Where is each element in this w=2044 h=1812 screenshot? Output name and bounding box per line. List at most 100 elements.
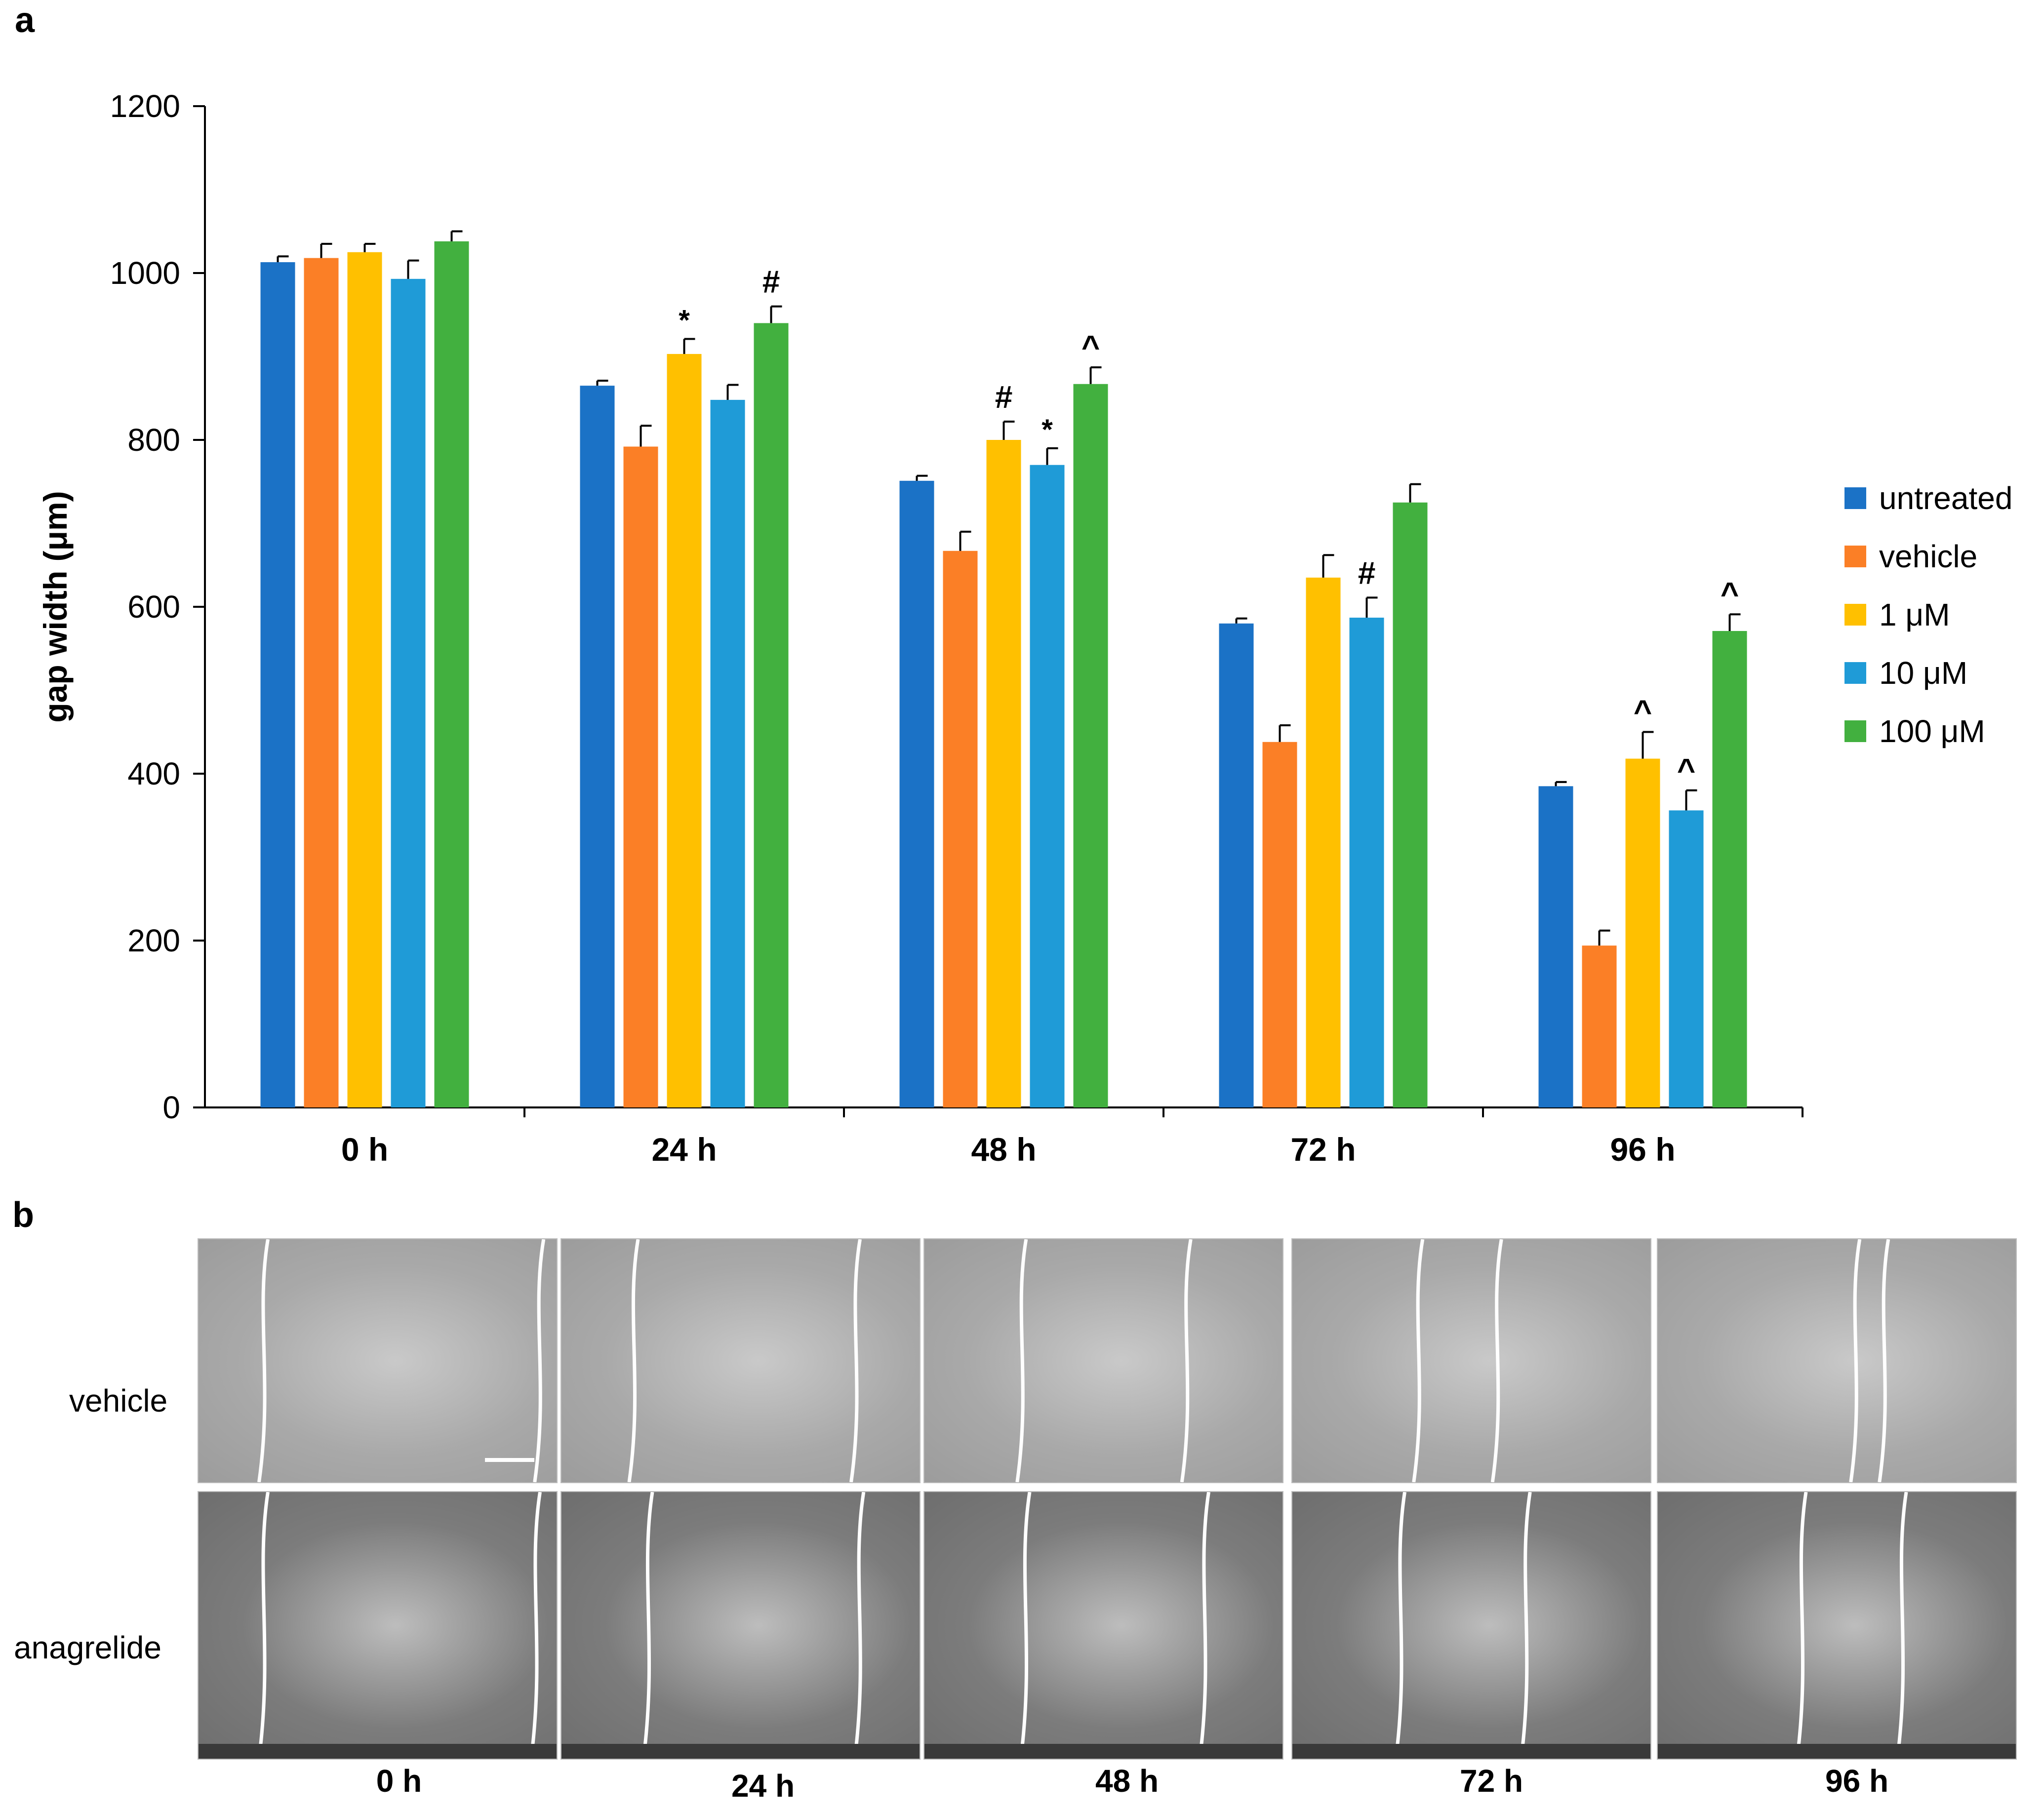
wound-edge — [1015, 1239, 1028, 1482]
wound-edge — [1180, 1239, 1193, 1482]
x-tick-label: 24 h — [651, 1131, 717, 1168]
x-tick-label: 0 h — [341, 1131, 388, 1168]
micrograph-anagrelide-1 — [561, 1491, 921, 1760]
y-tick-label: 800 — [127, 422, 180, 458]
wound-edge — [853, 1492, 866, 1759]
significance-mark: * — [679, 305, 690, 337]
chart-legend: untreated vehicle 1 μM 10 μM 100 μM — [1844, 469, 2012, 760]
wound-edge — [1490, 1239, 1503, 1482]
row-label-vehicle: vehicle — [69, 1383, 168, 1418]
micrograph-anagrelide-0 — [198, 1491, 558, 1760]
micrograph-vehicle-0 — [198, 1238, 558, 1483]
bar-100uM-1 — [754, 323, 789, 1107]
micrograph-vehicle-4 — [1657, 1238, 2017, 1483]
x-tick-label: 96 h — [1610, 1131, 1675, 1168]
wound-edge-lines — [257, 1239, 546, 1482]
y-tick-label: 0 — [162, 1090, 180, 1125]
micrograph-vehicle-1 — [561, 1238, 921, 1483]
legend-swatch — [1844, 604, 1866, 626]
legend-swatch — [1844, 720, 1866, 742]
legend-swatch — [1844, 546, 1866, 567]
bar-100uM-3 — [1393, 502, 1428, 1107]
legend-item: untreated — [1844, 469, 2012, 527]
legend-item: 100 μM — [1844, 702, 2012, 760]
bar-vehicle-4 — [1582, 945, 1617, 1107]
wound-edge — [1878, 1239, 1890, 1482]
legend-swatch — [1844, 662, 1866, 684]
wound-edge-lines — [627, 1239, 862, 1482]
bar-1uM-2 — [986, 440, 1021, 1107]
time-label-0h: 0 h — [376, 1763, 422, 1799]
wound-edge-lines — [1015, 1239, 1193, 1482]
bar-vehicle-1 — [623, 446, 658, 1107]
bar-100uM-4 — [1712, 631, 1747, 1107]
legend-label: 100 μM — [1879, 713, 1985, 749]
wound-edge — [1795, 1492, 1808, 1759]
bar-1uM-0 — [347, 252, 382, 1107]
time-label-48h: 48 h — [1095, 1763, 1159, 1799]
panel-b-label: b — [12, 1195, 34, 1235]
wound-edge-lines — [641, 1492, 866, 1759]
wound-edge — [1412, 1239, 1425, 1482]
bar-10uM-0 — [391, 278, 426, 1107]
well-edge-band — [1658, 1744, 2016, 1759]
micrograph-anagrelide-3 — [1291, 1491, 1651, 1760]
y-tick-label: 1200 — [110, 88, 180, 124]
legend-item: 1 μM — [1844, 586, 2012, 644]
time-label-96h: 96 h — [1825, 1763, 1889, 1799]
well-edge-band — [199, 1744, 557, 1759]
wound-edge — [1849, 1239, 1862, 1482]
wound-edge — [1895, 1492, 1908, 1759]
wound-edge — [1198, 1492, 1210, 1759]
wound-edge-lines — [1019, 1492, 1210, 1759]
bar-10uM-1 — [710, 399, 745, 1107]
wound-edge — [1519, 1492, 1532, 1759]
well-edge-band — [1292, 1744, 1650, 1759]
bar-untreated-0 — [260, 262, 295, 1107]
micrograph-anagrelide-4 — [1657, 1491, 2017, 1760]
wound-edge — [533, 1239, 546, 1482]
significance-mark: * — [1042, 414, 1053, 446]
bar-untreated-2 — [899, 480, 934, 1107]
legend-label: vehicle — [1879, 539, 1978, 574]
y-axis-label: gap width (μm) — [37, 491, 74, 722]
micrograph-anagrelide-2 — [923, 1491, 1283, 1760]
bar-1uM-4 — [1625, 758, 1660, 1107]
micrograph-vehicle-3 — [1291, 1238, 1651, 1483]
micrograph-vehicle-2 — [923, 1238, 1283, 1483]
legend-item: 10 μM — [1844, 644, 2012, 702]
wound-edge — [1394, 1492, 1406, 1759]
bar-100uM-0 — [434, 241, 469, 1107]
wound-edge-lines — [257, 1492, 542, 1759]
bar-1uM-1 — [667, 354, 702, 1108]
bar-1uM-3 — [1306, 577, 1341, 1107]
time-label-24h: 24 h — [731, 1768, 795, 1804]
legend-label: 1 μM — [1879, 597, 1950, 632]
significance-mark: # — [1358, 555, 1376, 591]
wound-edge — [627, 1239, 640, 1482]
x-tick-label: 72 h — [1290, 1131, 1356, 1168]
wound-edge-lines — [1795, 1492, 1908, 1759]
bar-untreated-4 — [1538, 786, 1573, 1107]
bar-10uM-2 — [1030, 465, 1065, 1108]
row-label-anagrelide: anagrelide — [14, 1630, 161, 1665]
bar-100uM-2 — [1073, 384, 1108, 1107]
legend-label: untreated — [1879, 480, 2013, 516]
y-tick-label: 400 — [127, 756, 180, 791]
wound-edge — [257, 1492, 270, 1759]
significance-mark: ^ — [1677, 752, 1695, 788]
legend-swatch — [1844, 487, 1866, 509]
y-tick-label: 600 — [127, 589, 180, 625]
wound-edge — [849, 1239, 862, 1482]
bar-untreated-1 — [580, 386, 615, 1107]
significance-mark: # — [762, 264, 780, 300]
significance-mark: ^ — [1721, 576, 1739, 611]
wound-edge — [641, 1492, 654, 1759]
y-tick-label: 1000 — [110, 255, 180, 291]
bar-10uM-4 — [1669, 810, 1704, 1107]
legend-item: vehicle — [1844, 527, 2012, 586]
x-tick-label: 48 h — [971, 1131, 1036, 1168]
bar-chart: 0 200 400 600 800 1000 1200 gap width (μm) 0 h 24… — [37, 88, 1804, 1168]
well-edge-band — [561, 1744, 920, 1759]
panel-a-label: a — [15, 0, 35, 40]
